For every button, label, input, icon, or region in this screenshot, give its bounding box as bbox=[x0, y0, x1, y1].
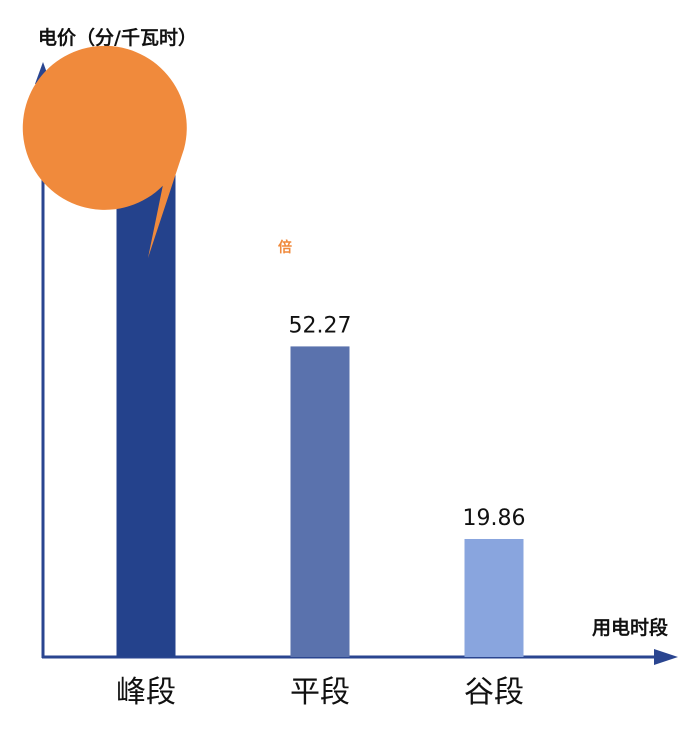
bar-1 bbox=[116, 129, 176, 657]
callout-line1: 峰段电价可达到 bbox=[183, 159, 295, 178]
callout-unit-badge bbox=[273, 235, 297, 259]
value-label-3: 19.86 bbox=[463, 506, 526, 531]
callout-line2: 谷段电价的近 bbox=[190, 181, 286, 200]
x-axis-label: 用电时段 bbox=[592, 616, 669, 639]
bar-2 bbox=[290, 346, 350, 657]
callout-number: 4.5 bbox=[182, 205, 286, 273]
bars-group bbox=[116, 129, 524, 657]
x-axis-arrow-icon bbox=[654, 649, 678, 665]
y-axis-label: 电价（分/千瓦时） bbox=[38, 26, 197, 49]
category-labels-group: 峰段 平段 谷段 bbox=[116, 675, 524, 710]
callout-unit: 倍 bbox=[278, 239, 292, 256]
category-label-3: 谷段 bbox=[464, 675, 524, 710]
callout-bubble: 峰段电价可达到 谷段电价的近 4.5 倍 bbox=[22, 45, 297, 273]
value-label-2: 52.27 bbox=[289, 313, 352, 338]
bar-3 bbox=[464, 538, 524, 657]
category-label-2: 平段 bbox=[290, 675, 350, 710]
category-label-1: 峰段 bbox=[116, 675, 176, 710]
callout-shape bbox=[22, 45, 187, 259]
